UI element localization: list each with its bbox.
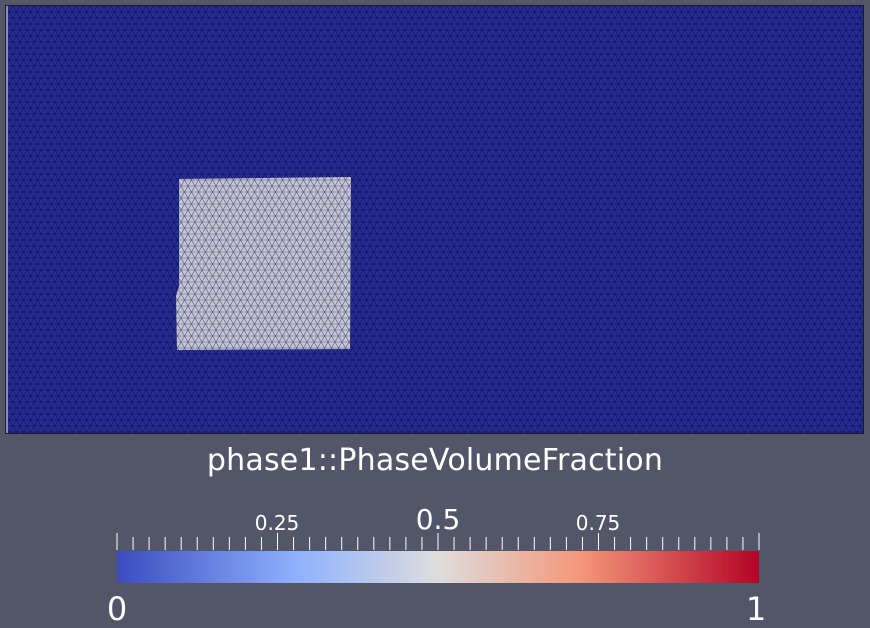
tick-label-050: 0.5: [415, 503, 461, 536]
tick-label-025: 0.25: [254, 511, 300, 535]
left-boundary-strip: [6, 6, 8, 433]
mesh-render: [6, 6, 863, 433]
scalar-bar-title: phase1::PhaseVolumeFraction: [206, 443, 664, 478]
inclusion-mesh: [176, 177, 351, 350]
color-bar: [117, 551, 759, 583]
background-mesh: [6, 6, 863, 433]
tick-label-075: 0.75: [575, 511, 621, 535]
range-max-label: 1: [745, 590, 767, 628]
render-viewport[interactable]: [5, 5, 864, 434]
range-min-label: 0: [106, 590, 128, 628]
